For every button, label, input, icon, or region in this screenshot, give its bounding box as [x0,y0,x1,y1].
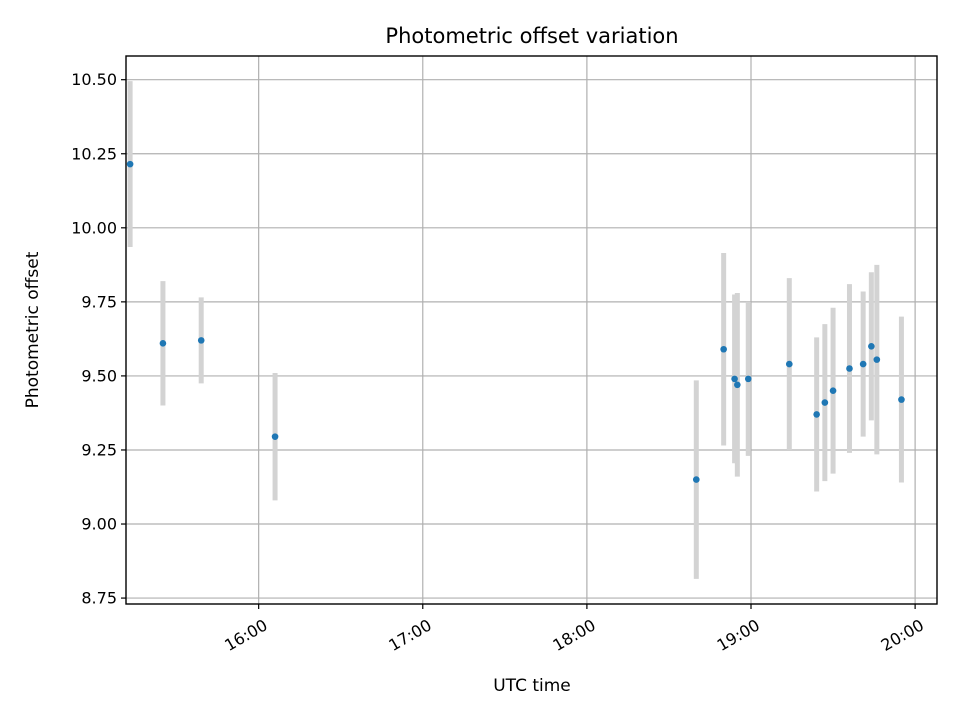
data-point [720,345,727,353]
y-axis-label: Photometric offset [23,251,43,408]
y-tick-label: 10.50 [71,70,117,89]
data-point [813,411,820,418]
data-points [126,160,905,483]
grid [126,56,937,604]
y-tick-label: 8.75 [81,589,117,608]
data-point [271,433,279,440]
y-tick-label: 9.00 [81,515,117,534]
data-point [731,375,738,383]
data-point [873,356,881,363]
plot-frame [125,55,938,605]
data-point [126,160,134,168]
y-tick-label: 9.50 [81,366,117,385]
data-point [868,342,875,350]
data-point [744,375,752,383]
y-tick-label: 10.25 [71,144,117,163]
data-point [821,399,829,406]
y-tick-label: 9.75 [81,292,117,311]
data-point [197,337,205,344]
data-point [898,396,905,403]
data-point [159,340,167,347]
y-tick-label: 10.00 [71,218,117,237]
data-point [829,387,837,395]
data-point [859,360,867,368]
x-axis-label: UTC time [493,676,571,696]
data-point [846,365,853,372]
chart-title: Photometric offset variation [385,24,678,48]
data-point [785,360,793,368]
y-tick-label: 9.25 [81,440,117,459]
y-axis-ticks: 8.75 9.00 9.25 9.50 9.75 10.00 10.25 10.50 [71,70,126,608]
data-point [734,381,741,389]
data-point [692,476,700,483]
